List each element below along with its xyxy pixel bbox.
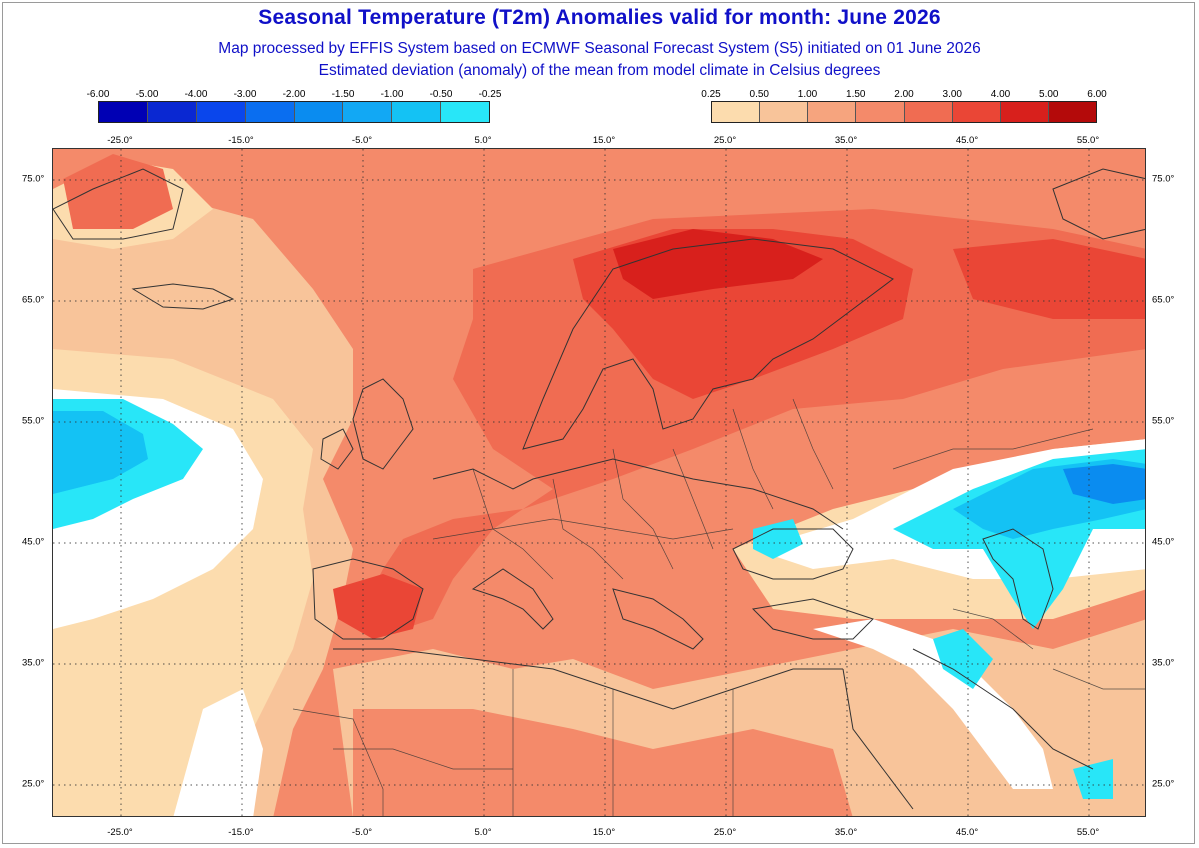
longitude-tick: -25.0° [107,135,133,146]
field-greenland-mid [63,154,173,229]
legend-warm-label: 3.00 [942,89,962,100]
field-levant-white [813,619,1053,789]
legend-cold-label: -0.25 [478,89,502,100]
legend-warm-swatch [712,102,761,122]
legend-warm-label: 5.00 [1039,89,1059,100]
legend-warm-label: 1.00 [797,89,818,100]
longitude-tick: 35.0° [834,827,858,838]
field-scandinavia-deep [613,229,823,299]
longitude-tick: 25.0° [713,827,737,838]
field-gulf-cyan [1073,759,1113,799]
longitude-tick: 15.0° [592,827,616,838]
anomaly-map-svg [53,149,1145,816]
field-europe-mid [363,209,1145,629]
latitude-tick: 75.0° [22,173,45,185]
longitude-tick: 5.0° [474,827,492,838]
longitude-tick: -25.0° [107,827,133,838]
latitude-tick: 65.0° [1152,294,1175,306]
legend-cold-label: -4.00 [184,89,208,100]
legend-cold-swatch [441,102,489,122]
field-atlantic-white-south [173,689,263,816]
latitude-tick: 25.0° [22,778,45,790]
longitude-tick: 15.0° [592,135,616,146]
latitude-tick: 55.0° [22,415,45,427]
legend-warm-label: 0.50 [749,89,769,100]
field-africa-mid [353,709,853,816]
longitude-tick: 5.0° [474,135,492,146]
coastlines [53,168,1145,810]
longitude-tick: -5.0° [351,827,373,838]
legend-warm-label: 6.00 [1087,89,1107,100]
legend-warm-label: 1.50 [846,89,866,100]
longitude-tick: -15.0° [228,135,254,146]
legend-cold-colorbar [98,101,490,123]
legend-warm-swatch [952,102,1001,122]
field-iran-cyan [933,629,993,689]
anomaly-map [52,148,1146,817]
legend-cold-label: -2.00 [282,89,306,100]
latitude-tick: 65.0° [22,294,45,306]
legend-warm-label: 4.00 [990,89,1011,100]
legend-cold-label: -0.50 [429,89,453,100]
legend-warm-swatch [1000,102,1049,122]
field-russia-strong [953,239,1145,319]
field-caspian-blue [1063,464,1145,504]
legend-warm-swatch [760,102,809,122]
latitude-tick: 45.0° [1152,536,1175,548]
legend-warm-label: 2.00 [894,89,914,100]
latitude-tick: 25.0° [1152,778,1175,790]
field-atlantic-lightblue [53,411,148,494]
legend-cold-label: -5.00 [135,89,159,100]
latitude-tick: 75.0° [1152,173,1175,185]
longitude-tick: 45.0° [955,135,979,146]
graticule [53,149,1145,816]
longitude-tick: 25.0° [713,135,737,146]
latitude-tick: 35.0° [22,657,45,669]
longitude-tick: 45.0° [955,827,979,838]
legend-cold-swatch [99,102,148,122]
legend-cold-label: -1.50 [331,89,355,100]
legend-cold-label: -6.00 [86,89,110,100]
legend-warm-swatch [856,102,905,122]
latitude-tick: 35.0° [1152,657,1175,669]
legend-warm-label: 0.25 [701,89,721,100]
longitude-tick: 55.0° [1076,827,1100,838]
legend-warm-colorbar [711,101,1097,123]
map-subtitle-units: Estimated deviation (anomaly) of the mea… [318,62,881,79]
legend-warm-swatch [1048,102,1096,122]
longitude-tick: -15.0° [228,827,254,838]
latitude-tick: 55.0° [1152,415,1175,427]
map-subtitle-processing: Map processed by EFFIS System based on E… [218,40,981,57]
legend-cold-swatch [196,102,246,122]
longitude-tick: -5.0° [351,135,373,146]
longitude-tick: 55.0° [1076,135,1100,146]
map-title: Seasonal Temperature (T2m) Anomalies val… [258,6,941,29]
longitude-tick: 35.0° [834,135,858,146]
borders [292,398,1145,816]
legend-cold-swatch [245,102,295,122]
legend-cold-swatch [343,102,393,122]
legend-warm-swatch [808,102,857,122]
latitude-tick: 45.0° [22,536,45,548]
legend-cold-swatch [392,102,442,122]
legend-cold-swatch [294,102,344,122]
legend-cold-swatch [147,102,197,122]
legend-warm-swatch [904,102,953,122]
field-iberia-strong [333,574,423,639]
legend-cold-label: -3.00 [233,89,257,100]
legend-cold-label: -1.00 [380,89,404,100]
